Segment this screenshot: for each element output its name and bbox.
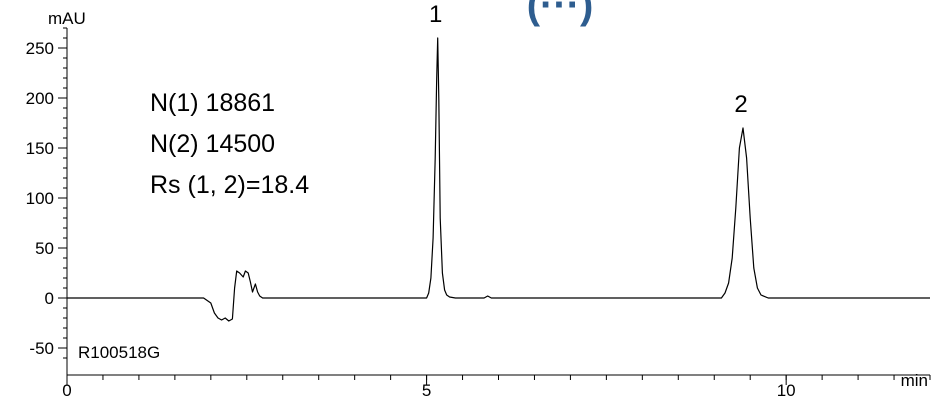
y-tick-labels: -50 0 50 100 150 200 250: [26, 39, 54, 358]
peak-labels: 12: [429, 1, 748, 118]
y-tick-label: 250: [26, 39, 54, 58]
x-minor-ticks: [66, 375, 931, 380]
y-tick-label: 0: [45, 289, 54, 308]
annotation-resolution: Rs (1, 2)=18.4: [150, 171, 309, 199]
annotation-plate-number-2: N(2) 14500: [150, 130, 275, 158]
peak-label-2: 2: [734, 91, 747, 118]
y-tick-label: 150: [26, 139, 54, 158]
y-tick-label: 50: [35, 239, 54, 258]
x-major-ticks: [66, 375, 787, 385]
x-tick-label: 10: [777, 381, 796, 397]
peak-label-1: 1: [429, 1, 442, 28]
sample-id-label: R100518G: [78, 343, 160, 362]
x-axis-label: min: [901, 371, 928, 390]
x-tick-label: 5: [422, 381, 431, 397]
chromatogram-trace: [67, 37, 930, 322]
y-major-ticks: [58, 47, 67, 349]
y-minor-ticks: [63, 27, 67, 359]
x-tick-label: 0: [62, 381, 71, 397]
y-axis-label: mAU: [48, 9, 86, 28]
y-tick-label: -50: [29, 339, 54, 358]
annotation-plate-number-1: N(1) 18861: [150, 89, 275, 117]
x-tick-labels: 0 5 10: [62, 381, 795, 397]
chart-header-fragment: (···): [527, 0, 594, 27]
y-tick-label: 100: [26, 189, 54, 208]
y-tick-label: 200: [26, 89, 54, 108]
